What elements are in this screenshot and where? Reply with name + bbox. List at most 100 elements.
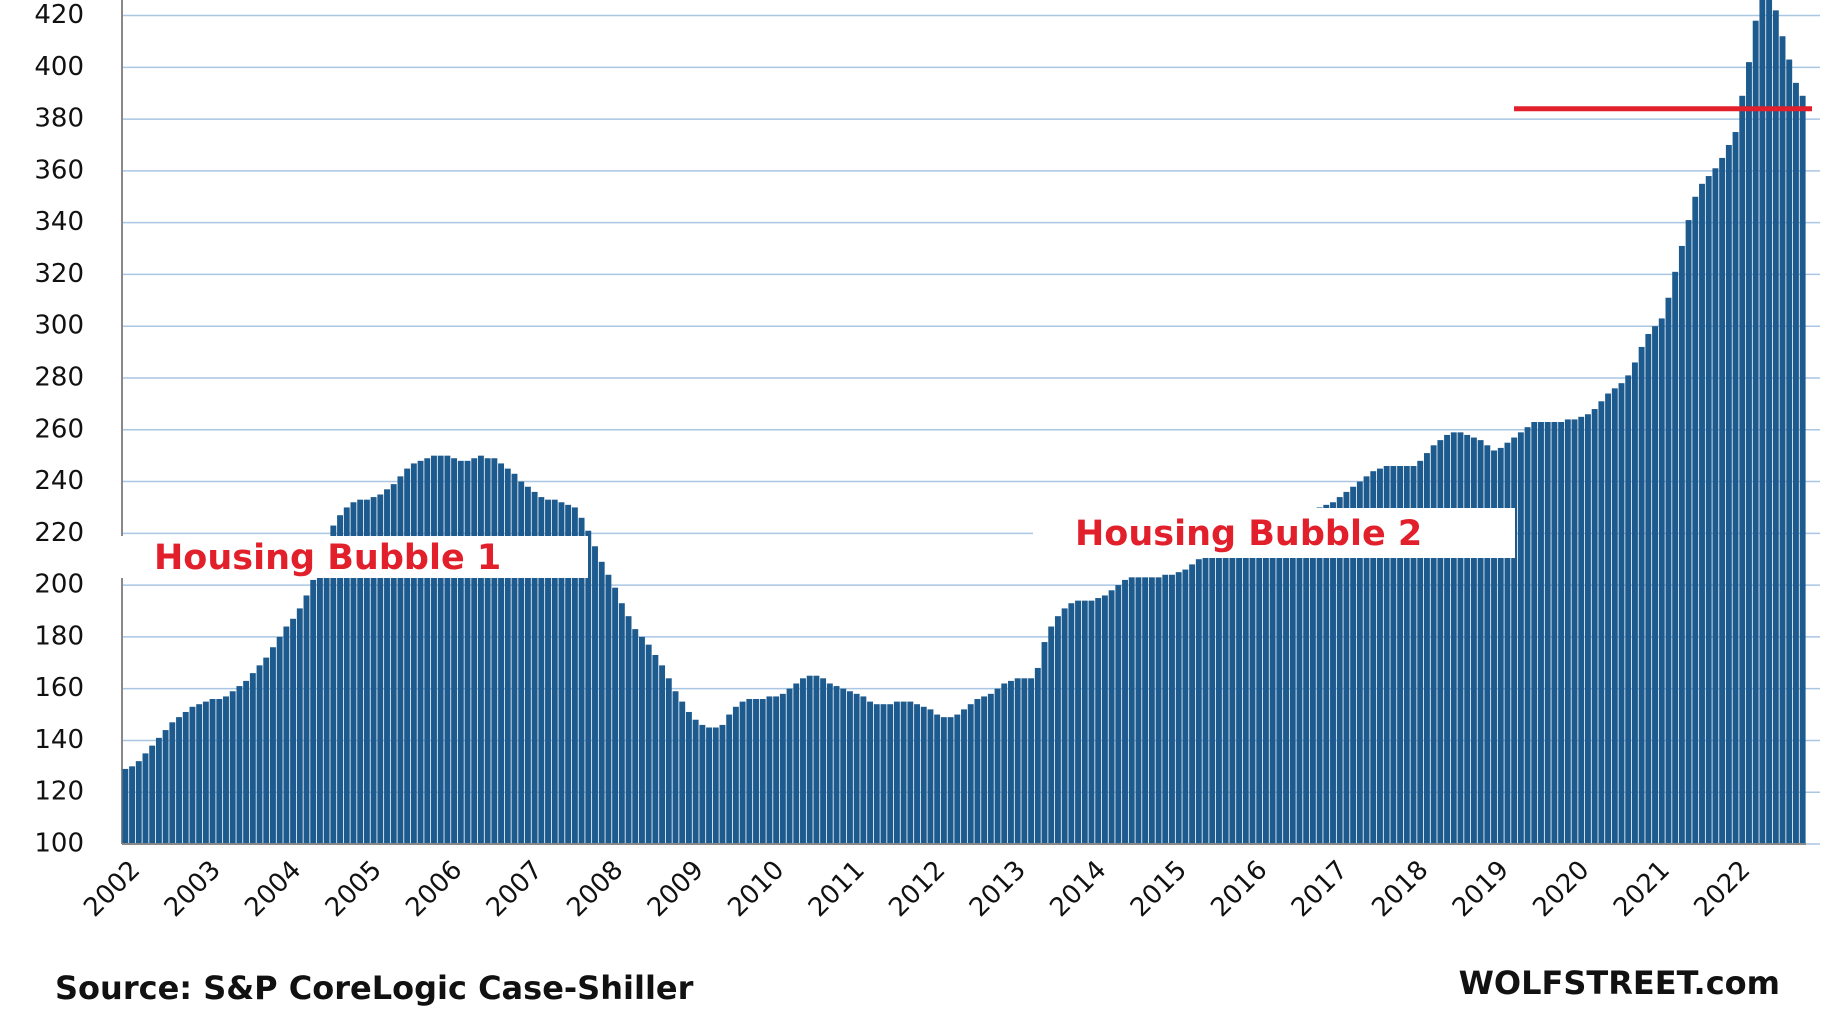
x-tick-label: 2010 <box>722 855 790 923</box>
annotation: Housing Bubble 2 <box>1075 514 1422 554</box>
bar <box>1041 642 1048 844</box>
y-tick-label: 240 <box>34 466 84 496</box>
bar <box>1283 520 1289 844</box>
bar <box>1792 82 1799 845</box>
bar <box>149 745 156 844</box>
x-tick-label: 2014 <box>1044 855 1112 923</box>
bar <box>1162 574 1169 844</box>
bar <box>1430 445 1437 844</box>
bar <box>1491 450 1497 844</box>
bar <box>1450 432 1457 844</box>
bar <box>665 678 672 844</box>
bar <box>209 699 216 844</box>
bar <box>1672 271 1679 845</box>
bar <box>1531 422 1538 844</box>
bar <box>1591 409 1598 844</box>
bar <box>1249 546 1256 844</box>
bar <box>820 678 827 844</box>
bar <box>243 680 250 844</box>
bar <box>1538 422 1544 844</box>
bar <box>1128 577 1135 844</box>
bar <box>1578 416 1585 844</box>
bar <box>1008 680 1014 844</box>
y-tick-label: 120 <box>34 777 84 807</box>
x-tick-label: 2018 <box>1366 855 1434 923</box>
bar <box>263 657 270 844</box>
bar <box>457 460 464 844</box>
x-tick-label: 2006 <box>400 855 468 923</box>
y-tick-label: 260 <box>34 414 84 444</box>
x-tick-label: 2009 <box>642 855 710 923</box>
bar <box>739 701 746 844</box>
annotation: Housing Bubble 1 <box>154 538 501 578</box>
bar <box>1652 326 1658 844</box>
bar <box>565 504 572 844</box>
bar <box>323 541 330 844</box>
bar <box>276 636 283 844</box>
bar <box>511 473 518 844</box>
bar <box>1658 318 1665 844</box>
bar <box>1517 432 1524 844</box>
bar <box>1135 577 1142 844</box>
bar <box>846 691 853 844</box>
bar <box>484 458 491 844</box>
bar <box>1645 333 1652 844</box>
bar <box>1631 362 1638 844</box>
bar <box>934 714 941 844</box>
bar <box>471 458 478 844</box>
bar <box>692 719 699 844</box>
bar <box>1397 466 1404 844</box>
x-tick-label: 2007 <box>481 855 549 923</box>
bar <box>1524 427 1531 844</box>
bar <box>1665 297 1672 844</box>
bar <box>1477 440 1484 844</box>
bar <box>981 696 988 844</box>
bar <box>1048 626 1055 844</box>
bar <box>1269 530 1276 844</box>
bar <box>350 502 357 844</box>
bar <box>907 701 914 844</box>
bar <box>1303 510 1310 844</box>
bar <box>545 499 551 844</box>
bar <box>1189 564 1196 844</box>
bar <box>1229 551 1236 844</box>
bar <box>370 497 377 844</box>
bar <box>1417 460 1424 844</box>
bar <box>1759 0 1766 844</box>
bar <box>1061 608 1068 844</box>
y-tick-label: 200 <box>34 570 84 600</box>
bar <box>1746 62 1752 845</box>
bar <box>1725 144 1732 845</box>
bar <box>1169 574 1175 844</box>
bar <box>1605 393 1612 844</box>
bar <box>538 497 545 844</box>
bar <box>1336 497 1343 844</box>
bar <box>1095 598 1102 844</box>
bar <box>766 696 773 844</box>
bar <box>155 737 162 844</box>
bar <box>759 699 766 844</box>
bar <box>1088 600 1095 844</box>
bar <box>813 675 820 844</box>
x-tick-label: 2005 <box>320 855 388 923</box>
bar <box>1732 132 1739 844</box>
bar <box>283 626 290 844</box>
bar <box>1611 388 1618 844</box>
x-tick-label: 2008 <box>561 855 629 923</box>
bar <box>1685 220 1692 845</box>
bar <box>1034 667 1041 844</box>
bar <box>1779 36 1786 844</box>
bar <box>961 709 967 844</box>
bar <box>833 686 840 844</box>
bar <box>491 458 498 844</box>
bar <box>1719 157 1726 844</box>
bar <box>357 499 364 844</box>
bar <box>1444 434 1451 844</box>
bar <box>330 525 337 844</box>
bar <box>1437 440 1444 844</box>
bar <box>1377 468 1383 844</box>
bar <box>1215 554 1222 844</box>
bar <box>343 507 350 844</box>
bar <box>887 704 894 844</box>
